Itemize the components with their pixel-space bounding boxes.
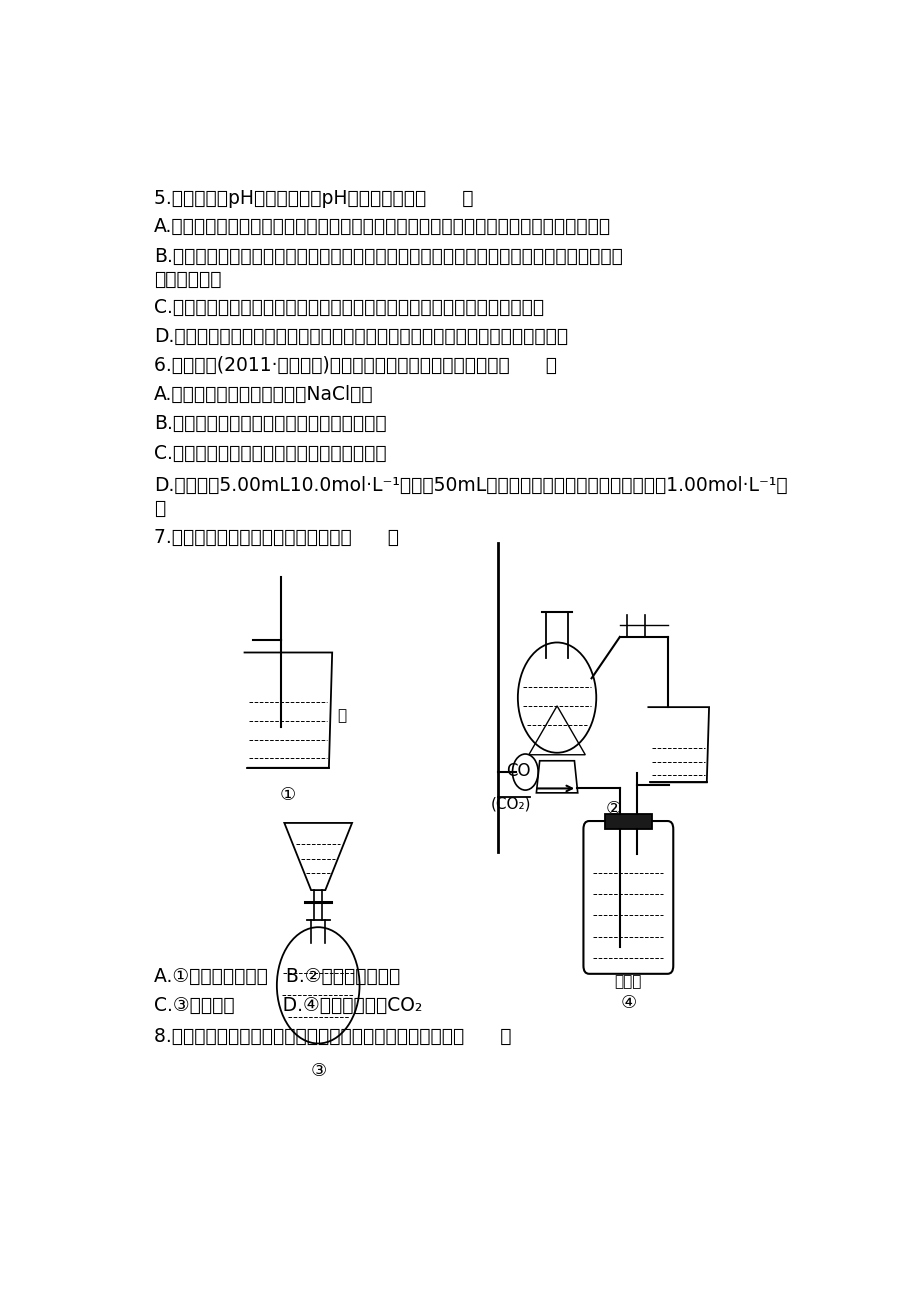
Text: 7.（装置）下列能达到实验目的的是（      ）: 7.（装置）下列能达到实验目的的是（ ） xyxy=(154,527,399,547)
Text: ③: ③ xyxy=(310,1061,326,1079)
Text: 准比色卡对照: 准比色卡对照 xyxy=(154,270,221,289)
Text: 石灰水: 石灰水 xyxy=(614,974,641,988)
Text: 6.（操作）(2011·韶关模拟)下列有关实验操作的说法正确的是（      ）: 6.（操作）(2011·韶关模拟)下列有关实验操作的说法正确的是（ ） xyxy=(154,357,557,375)
Text: 水: 水 xyxy=(337,708,346,724)
Text: C.将一小条试纸在待测液中蘸一下，取出后放在表面皿上，与标准比色卡对照: C.将一小条试纸在待测液中蘸一下，取出后放在表面皿上，与标准比色卡对照 xyxy=(154,298,544,318)
Text: (CO₂): (CO₂) xyxy=(490,797,530,811)
Text: C.③转移溶液        D.④除去杂质气体CO₂: C.③转移溶液 D.④除去杂质气体CO₂ xyxy=(154,996,422,1014)
Text: 5.（操作）用pH试纸测定溶液pH的正确操作是（      ）: 5.（操作）用pH试纸测定溶液pH的正确操作是（ ） xyxy=(154,189,473,208)
Text: ②: ② xyxy=(606,801,621,819)
Text: D.用量筒取5.00mL10.0mol·L⁻¹硫酸于50mL容量瓶中，加水稀释至刻度，可配制1.00mol·L⁻¹硫: D.用量筒取5.00mL10.0mol·L⁻¹硫酸于50mL容量瓶中，加水稀释至… xyxy=(154,475,787,495)
Text: 酸: 酸 xyxy=(154,499,165,518)
Text: A.用渗析法分离淀粉中混有的NaCl杂质: A.用渗析法分离淀粉中混有的NaCl杂质 xyxy=(154,385,373,405)
Text: A.将一小块试纸放在表面皿上，用玻璃棒蘸取少量待测液点在试纸上，再与标准比色卡对照: A.将一小块试纸放在表面皿上，用玻璃棒蘸取少量待测液点在试纸上，再与标准比色卡对… xyxy=(154,217,611,236)
Text: A.①吸收氨气制氨水   B.②制取少量蒸馏水: A.①吸收氨气制氨水 B.②制取少量蒸馏水 xyxy=(154,967,400,986)
Text: 8.（装置）下列各图所示装置，肯定不符合气密性要求的是（      ）: 8.（装置）下列各图所示装置，肯定不符合气密性要求的是（ ） xyxy=(154,1027,511,1046)
Text: ①: ① xyxy=(279,786,296,803)
Text: ④: ④ xyxy=(619,993,636,1012)
Text: CO: CO xyxy=(505,763,530,780)
Text: C.加入盐酸以除去硫酸钠中的少量碳酸钠杂质: C.加入盐酸以除去硫酸钠中的少量碳酸钠杂质 xyxy=(154,444,386,462)
Text: B.用玻璃棒搅拌漏斗中的液体以加快过滤速率: B.用玻璃棒搅拌漏斗中的液体以加快过滤速率 xyxy=(154,414,386,434)
Text: D.将一小条试纸先用蒸馏水润湿后，在待测液中蘸一下，取出后与标准比色卡对照: D.将一小条试纸先用蒸馏水润湿后，在待测液中蘸一下，取出后与标准比色卡对照 xyxy=(154,327,568,346)
Bar xyxy=(604,814,652,829)
Text: B.将一小块试纸用蒸馏水润湿后放在表面皿上，用玻璃棒蘸取少量待测液点在试纸上，再与标: B.将一小块试纸用蒸馏水润湿后放在表面皿上，用玻璃棒蘸取少量待测液点在试纸上，再… xyxy=(154,247,622,266)
